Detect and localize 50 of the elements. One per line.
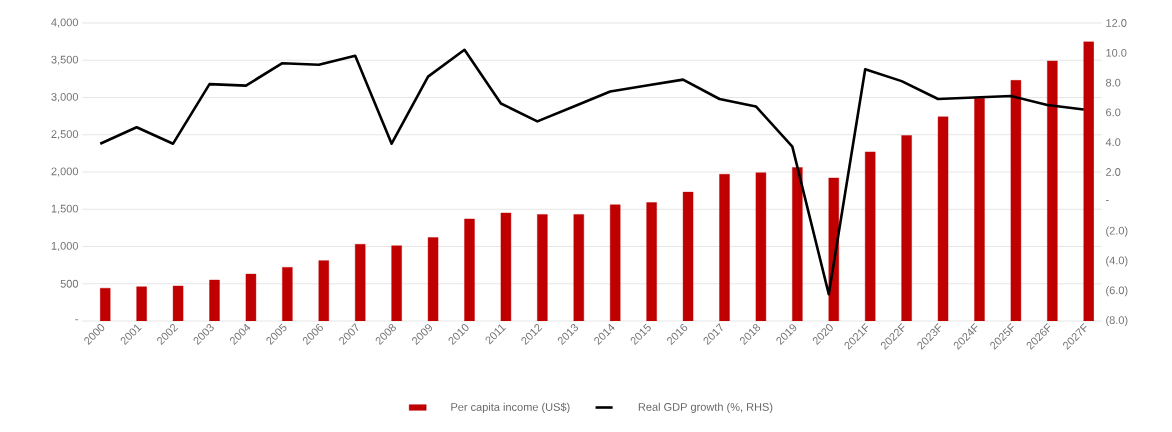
y2-tick-label: -: [1105, 200, 1109, 201]
y2-tick-label: 4.0: [1105, 138, 1121, 147]
bar: [500, 212, 512, 321]
bar: [646, 202, 657, 321]
bar: [937, 116, 949, 321]
bar: [318, 260, 329, 321]
legend-label: Real GDP growth (%, RHS): [638, 402, 773, 414]
bar: [610, 204, 621, 321]
bar: [209, 279, 220, 321]
bar: [1047, 60, 1058, 321]
bar: [391, 245, 402, 321]
y-tick-label: 1,500: [51, 204, 79, 214]
bar: [1083, 41, 1094, 321]
bar: [427, 237, 439, 321]
bar: [100, 288, 111, 321]
y2-tick-label: (2.0): [1106, 226, 1128, 237]
y2-tick-label: (8.0): [1106, 315, 1128, 327]
bar: [573, 214, 584, 321]
y2-tick-label: 10.0: [1106, 48, 1127, 57]
bar: [537, 214, 548, 321]
bar: [974, 98, 985, 321]
y2-tick-label: (4.0): [1106, 256, 1128, 267]
bar: [464, 218, 475, 321]
y-tick-label: 2,000: [51, 167, 79, 177]
y2-tick-label: 6.0: [1106, 108, 1121, 117]
bar: [245, 273, 257, 321]
bar: [172, 285, 184, 321]
bar: [1010, 80, 1022, 321]
bar: [355, 244, 366, 321]
y2-tick-label: (6.0): [1106, 286, 1128, 297]
y-tick-label: -: [75, 319, 78, 321]
y-tick-label: 3,000: [51, 92, 79, 103]
y-tick-label: 3,500: [51, 55, 79, 65]
bar: [792, 167, 803, 321]
y2-tick-label: 2.0: [1106, 168, 1121, 176]
bar: [136, 286, 147, 321]
bar: [755, 172, 767, 321]
bar: [865, 151, 876, 321]
y-tick-label: 2,500: [51, 130, 79, 140]
bar: [719, 174, 730, 321]
y-tick-label: 1,000: [51, 241, 79, 252]
line-series: [98, 48, 1086, 296]
bar: [282, 267, 293, 321]
bar: [901, 135, 912, 321]
legend-label: Per capita income (US$): [451, 402, 570, 414]
y-tick-label: 500: [60, 279, 79, 288]
y2-tick-label: 8.0: [1105, 78, 1121, 87]
y2-tick-label: 12.0: [1106, 19, 1127, 27]
y-tick-label: 4,000: [51, 18, 79, 28]
bar: [682, 191, 694, 321]
